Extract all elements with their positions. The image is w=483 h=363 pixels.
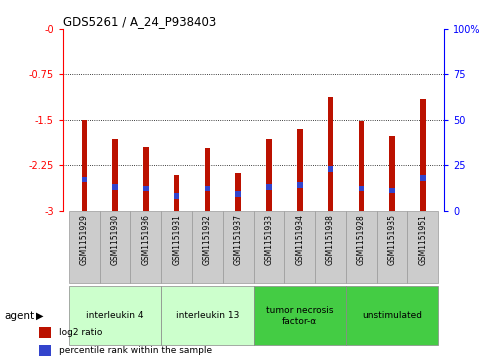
Bar xyxy=(328,166,333,171)
Bar xyxy=(235,173,241,211)
Text: GSM1151938: GSM1151938 xyxy=(326,214,335,265)
Bar xyxy=(205,148,210,211)
Bar xyxy=(346,286,438,345)
Bar xyxy=(389,188,395,193)
Bar xyxy=(82,177,87,182)
Bar xyxy=(254,286,346,345)
Bar xyxy=(39,345,51,356)
Bar xyxy=(328,97,333,211)
Text: GSM1151935: GSM1151935 xyxy=(387,214,397,265)
Bar xyxy=(174,175,179,211)
Text: GSM1151928: GSM1151928 xyxy=(357,214,366,265)
Text: GSM1151933: GSM1151933 xyxy=(265,214,273,265)
Bar xyxy=(408,211,438,283)
Text: log2 ratio: log2 ratio xyxy=(59,328,102,337)
Bar xyxy=(174,193,179,199)
Bar xyxy=(39,327,51,338)
Bar xyxy=(143,186,149,192)
Text: GSM1151936: GSM1151936 xyxy=(142,214,150,265)
Bar xyxy=(69,211,99,283)
Text: GSM1151937: GSM1151937 xyxy=(234,214,242,265)
Bar xyxy=(346,211,377,283)
Bar xyxy=(315,211,346,283)
Bar xyxy=(284,211,315,283)
Bar xyxy=(420,99,426,211)
Text: GSM1151930: GSM1151930 xyxy=(111,214,120,265)
Bar xyxy=(130,211,161,283)
Text: GSM1151951: GSM1151951 xyxy=(418,214,427,265)
Text: ▶: ▶ xyxy=(36,311,44,321)
Bar xyxy=(358,121,364,211)
Bar xyxy=(358,186,364,192)
Bar xyxy=(113,139,118,211)
Bar xyxy=(69,286,161,345)
Bar xyxy=(235,192,241,197)
Bar xyxy=(389,135,395,211)
Text: agent: agent xyxy=(5,311,35,321)
Bar xyxy=(223,211,254,283)
Text: GSM1151934: GSM1151934 xyxy=(295,214,304,265)
Bar xyxy=(161,286,254,345)
Bar xyxy=(420,175,426,180)
Text: GSM1151929: GSM1151929 xyxy=(80,214,89,265)
Bar xyxy=(82,120,87,211)
Bar xyxy=(266,184,272,189)
Bar xyxy=(297,182,302,188)
Bar xyxy=(143,147,149,211)
Text: interleukin 13: interleukin 13 xyxy=(176,311,239,320)
Bar xyxy=(99,211,130,283)
Bar xyxy=(113,184,118,189)
Text: GSM1151931: GSM1151931 xyxy=(172,214,181,265)
Text: tumor necrosis
factor-α: tumor necrosis factor-α xyxy=(266,306,333,326)
Bar xyxy=(205,186,210,192)
Text: GDS5261 / A_24_P938403: GDS5261 / A_24_P938403 xyxy=(63,15,216,28)
Bar xyxy=(254,211,284,283)
Text: GSM1151932: GSM1151932 xyxy=(203,214,212,265)
Bar xyxy=(192,211,223,283)
Bar xyxy=(297,129,302,211)
Text: percentile rank within the sample: percentile rank within the sample xyxy=(59,346,212,355)
Bar xyxy=(266,139,272,211)
Bar xyxy=(161,211,192,283)
Text: interleukin 4: interleukin 4 xyxy=(86,311,144,320)
Text: unstimulated: unstimulated xyxy=(362,311,422,320)
Bar xyxy=(377,211,408,283)
